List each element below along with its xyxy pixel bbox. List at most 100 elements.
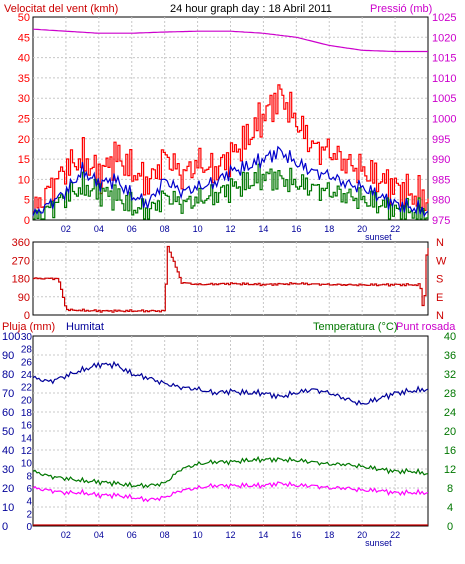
wind-tick-label: 35 — [18, 73, 30, 85]
wind-average-line — [32, 145, 429, 218]
pressure-tick-label: 980 — [432, 195, 450, 207]
rain-tick-label: 30 — [21, 332, 33, 343]
humidity-axis-label: Humitat — [66, 321, 104, 333]
rain-tick-label: 10 — [21, 459, 33, 470]
humidity-tick-label: 30 — [2, 464, 14, 476]
temperature-tick-label: 20 — [444, 426, 456, 438]
pressure-tick-label: 985 — [432, 174, 450, 186]
pressure-tick-label: 1005 — [432, 93, 456, 105]
direction-degree-tick: 360 — [12, 237, 30, 249]
x-tick-label: 14 — [258, 224, 268, 234]
rain-tick-label: 2 — [26, 509, 32, 520]
x-tick-label: 14 — [258, 530, 268, 540]
direction-degree-tick: 0 — [24, 310, 30, 322]
x-tick-label: 08 — [160, 224, 170, 234]
temperature-tick-label: 0 — [447, 521, 453, 533]
temperature-tick-label: 36 — [444, 350, 456, 362]
x-tick-label: 08 — [160, 530, 170, 540]
rain-tick-label: 12 — [21, 446, 33, 457]
x-tick-label: 20 — [357, 224, 367, 234]
sunset-label: sunset — [365, 538, 392, 548]
wind-tick-label: 50 — [18, 12, 30, 24]
humidity-line — [32, 360, 429, 406]
pressure-tick-label: 1025 — [432, 12, 456, 24]
humidity-tick-label: 80 — [2, 369, 14, 381]
humidity-tick-label: 40 — [2, 445, 14, 457]
rain-tick-label: 24 — [21, 370, 33, 381]
pressure-right-axis-ticks: 975 980 985 990 995 1000 1005 1010 1015 1020 1025 — [432, 12, 456, 227]
wind-speed-green-line — [33, 163, 429, 220]
wind-direction-line — [33, 245, 429, 313]
rain-tick-label: 8 — [26, 471, 32, 482]
rain-tick-label: 14 — [21, 433, 33, 444]
x-tick-label: 20 — [357, 530, 367, 540]
pressure-tick-label: 975 — [432, 215, 450, 227]
direction-compass-tick: N — [436, 237, 444, 249]
temperature-tick-label: 28 — [444, 388, 456, 400]
pressure-tick-label: 1010 — [432, 73, 456, 85]
x-tick-label: 18 — [324, 224, 334, 234]
rain-tick-label: 16 — [21, 421, 33, 432]
temperature-tick-label: 8 — [447, 483, 453, 495]
wind-tick-label: 5 — [24, 195, 30, 207]
x-tick-label: 18 — [324, 530, 334, 540]
pressure-tick-label: 990 — [432, 154, 450, 166]
direction-compass-tick: W — [436, 255, 447, 267]
x-tick-label: 06 — [127, 224, 137, 234]
direction-left-axis-ticks: 0 90 180 270 360 — [12, 237, 30, 322]
direction-compass-tick: N — [436, 310, 444, 322]
rain-tick-label: 22 — [21, 383, 33, 394]
dewpoint-axis-label: Punt rosada — [396, 321, 456, 333]
wind-tick-label: 40 — [18, 53, 30, 65]
pressure-tick-label: 1020 — [432, 32, 456, 44]
pressure-tick-label: 995 — [432, 134, 450, 146]
temperature-axis-ticks: 0 4 8 12 16 20 24 28 32 36 40 — [444, 331, 456, 533]
wind-gust-line — [33, 84, 429, 213]
x-tick-label: 02 — [61, 530, 71, 540]
sunset-label: sunset — [365, 232, 392, 242]
temperature-tick-label: 24 — [444, 407, 456, 419]
rain-tick-label: 4 — [26, 497, 32, 508]
x-tick-label: 22 — [390, 530, 400, 540]
temperature-tick-label: 32 — [444, 369, 456, 381]
x-tick-label: 04 — [94, 224, 104, 234]
temperature-tick-label: 12 — [444, 464, 456, 476]
direction-compass-tick: E — [436, 292, 443, 304]
humidity-tick-label: 20 — [2, 483, 14, 495]
pressure-axis-label: Pressió (mb) — [370, 3, 432, 15]
pressure-line — [32, 28, 428, 53]
x-tick-label: 12 — [225, 530, 235, 540]
x-tick-label: 02 — [61, 224, 71, 234]
wind-tick-label: 30 — [18, 93, 30, 105]
rain-axis-label: Pluja (mm) — [2, 321, 55, 333]
dewpoint-line — [32, 480, 429, 503]
wind-tick-label: 25 — [18, 114, 30, 126]
pressure-tick-label: 1000 — [432, 114, 456, 126]
direction-compass-tick: S — [436, 274, 443, 286]
rain-tick-label: 20 — [21, 395, 33, 406]
temperature-tick-label: 4 — [447, 502, 453, 514]
x-tick-label: 10 — [193, 224, 203, 234]
wind-tick-label: 45 — [18, 32, 30, 44]
wind-left-axis-ticks: 0 5 10 15 20 25 30 35 40 45 50 — [18, 12, 30, 227]
temperature-axis-label: Temperatura (°C) — [313, 321, 397, 333]
x-tick-label: 16 — [291, 224, 301, 234]
humidity-tick-label: 50 — [2, 426, 14, 438]
rain-tick-label: 26 — [21, 357, 33, 368]
x-tick-label: 04 — [94, 530, 104, 540]
wind-tick-label: 10 — [18, 174, 30, 186]
humidity-tick-label: 70 — [2, 388, 14, 400]
rain-tick-label: 18 — [21, 408, 33, 419]
wind-panel-series — [32, 28, 429, 220]
x-tick-label: 22 — [390, 224, 400, 234]
direction-degree-tick: 180 — [12, 274, 30, 286]
humidity-axis-ticks: 0 10 20 30 40 50 60 70 80 90 100 — [2, 331, 20, 533]
temperature-tick-label: 40 — [444, 331, 456, 343]
x-tick-label: 06 — [127, 530, 137, 540]
x-tick-label: 10 — [193, 530, 203, 540]
pressure-tick-label: 1015 — [432, 53, 456, 65]
